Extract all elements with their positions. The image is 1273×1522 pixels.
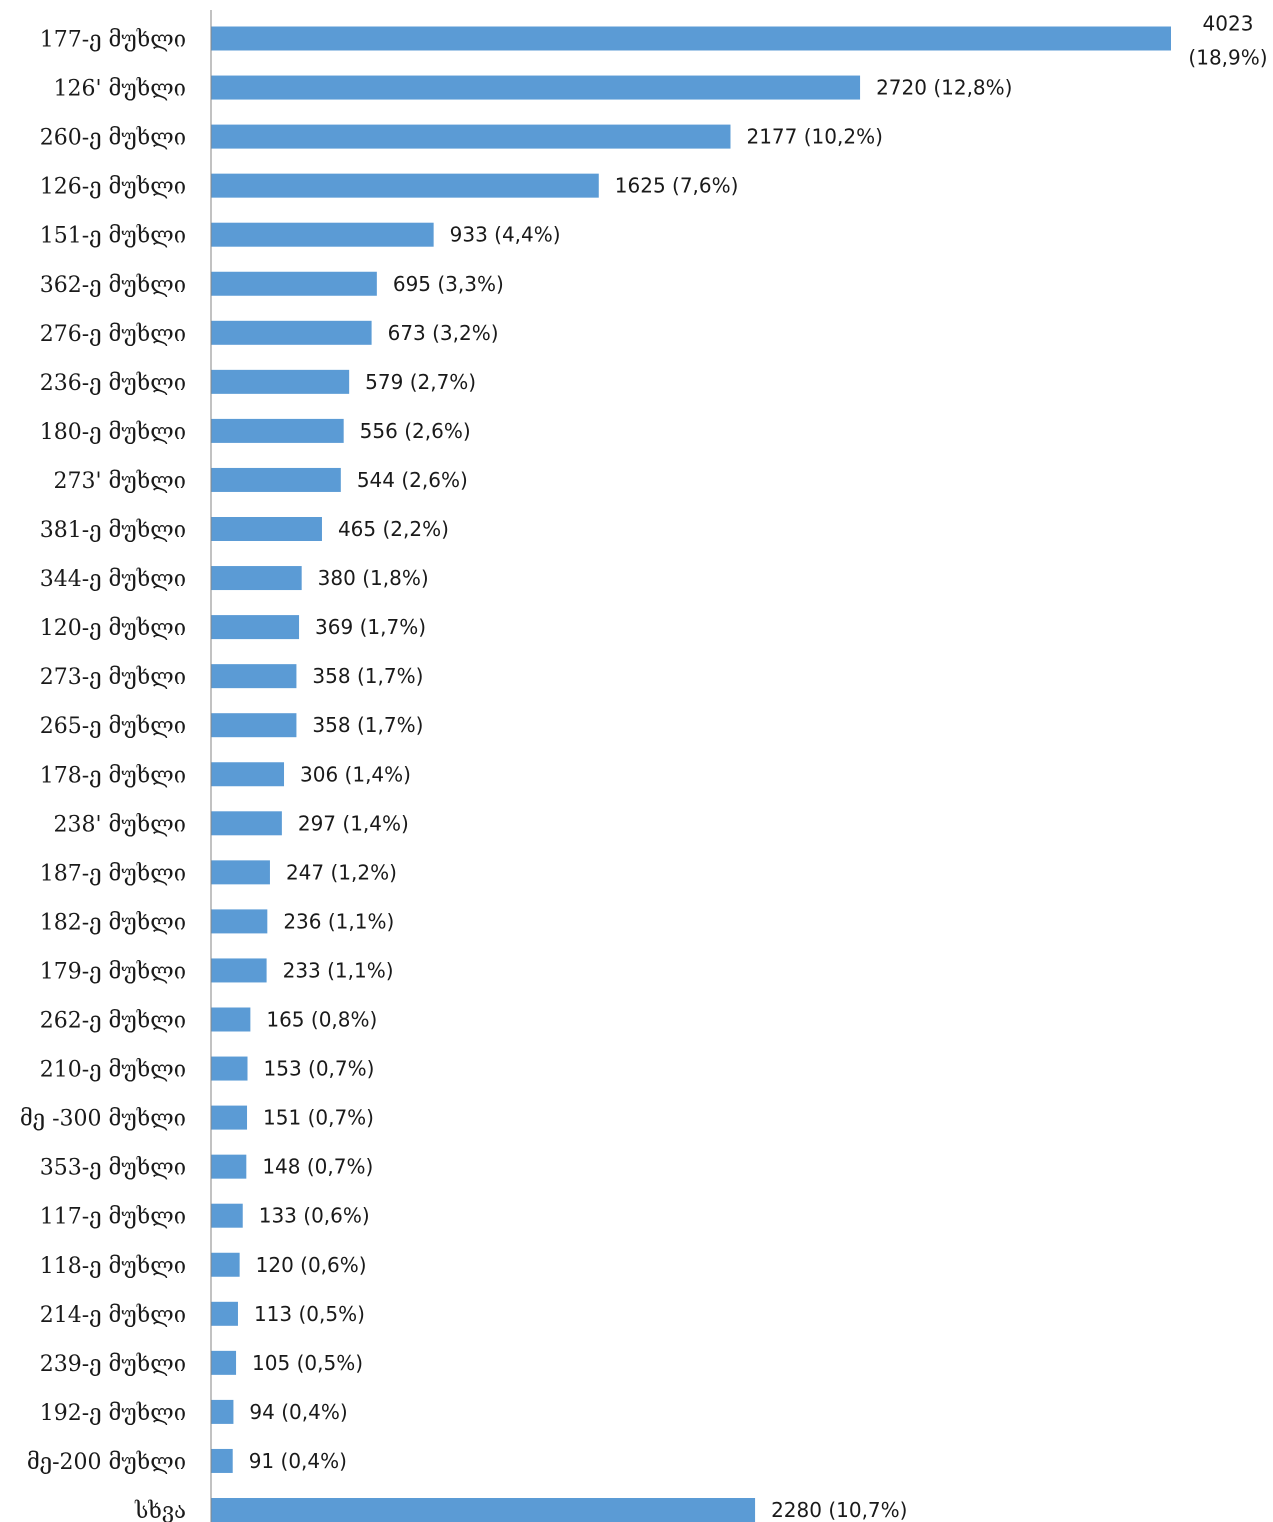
bar xyxy=(211,418,344,443)
data-label: 556 (2,6%) xyxy=(360,419,471,443)
bar xyxy=(211,615,300,640)
data-label: 358 (1,7%) xyxy=(312,713,423,737)
data-label: 91 (0,4%) xyxy=(249,1449,347,1473)
data-label: 297 (1,4%) xyxy=(298,811,409,835)
bar xyxy=(211,1105,248,1130)
bar xyxy=(211,1252,240,1277)
data-label: 2280 (10,7%) xyxy=(771,1498,907,1522)
category-label: სხვა xyxy=(134,1499,186,1522)
bar xyxy=(211,1448,233,1473)
bar xyxy=(211,1203,243,1228)
bar xyxy=(211,75,861,100)
bar xyxy=(211,1399,234,1424)
category-label: 126' მუხლი xyxy=(53,77,186,102)
value-labels-group: 4023 (18,9%) 2720 (12,8%) 2177 (10,2%) 1625 … xyxy=(249,12,1268,1522)
bar xyxy=(211,467,341,492)
category-label: 180-ე მუხლი xyxy=(40,420,186,445)
data-label: 2177 (10,2%) xyxy=(746,125,882,149)
category-label: 187-ე მუხლი xyxy=(40,861,186,886)
category-label: 236-ე მუხლი xyxy=(40,371,186,396)
data-label: 358 (1,7%) xyxy=(312,664,423,688)
bar xyxy=(211,369,350,394)
category-label: 238' მუხლი xyxy=(53,812,186,837)
data-label: 4023 (18,9%) xyxy=(1188,12,1267,70)
category-label: 362-ე მუხლი xyxy=(40,273,186,298)
bar xyxy=(211,664,297,689)
bar xyxy=(211,566,302,591)
category-label: 381-ე მუხლი xyxy=(40,518,186,543)
category-label: 192-ე მუხლი xyxy=(40,1401,186,1426)
category-label: მე -300 მუხლი xyxy=(20,1107,186,1132)
data-label: 306 (1,4%) xyxy=(300,762,411,786)
category-label: 120-ე მუხლი xyxy=(40,616,186,641)
category-label: 239-ე მუხლი xyxy=(40,1352,186,1377)
bar xyxy=(211,124,731,149)
bar xyxy=(211,1007,251,1032)
bar xyxy=(211,173,599,198)
data-label: 695 (3,3%) xyxy=(393,272,504,296)
category-label: 151-ე მუხლი xyxy=(40,224,186,249)
category-label: მე-200 მუხლი xyxy=(27,1450,186,1475)
category-label: 273' მუხლი xyxy=(53,469,186,494)
data-label: 1625 (7,6%) xyxy=(615,174,739,198)
data-label: 369 (1,7%) xyxy=(315,615,426,639)
category-label: 179-ე მუხლი xyxy=(40,959,186,984)
data-label: 120 (0,6%) xyxy=(256,1253,367,1277)
bar xyxy=(211,811,282,836)
category-label: 178-ე მუხლი xyxy=(40,763,186,788)
data-label: 94 (0,4%) xyxy=(249,1400,347,1424)
data-label: 465 (2,2%) xyxy=(338,517,449,541)
data-label: 380 (1,8%) xyxy=(318,566,429,590)
data-label: 236 (1,1%) xyxy=(283,909,394,933)
data-label: 579 (2,7%) xyxy=(365,370,476,394)
data-label: 151 (0,7%) xyxy=(263,1106,374,1130)
category-label: 210-ე მუხლი xyxy=(40,1058,186,1083)
data-label: 2720 (12,8%) xyxy=(876,76,1012,100)
bar xyxy=(211,762,285,787)
bar xyxy=(211,320,372,345)
category-label: 126-ე მუხლი xyxy=(40,175,186,200)
bar xyxy=(211,1301,238,1326)
bar xyxy=(211,909,268,934)
bar xyxy=(211,1056,248,1081)
data-label: 165 (0,8%) xyxy=(266,1008,377,1032)
category-label: 353-ე მუხლი xyxy=(40,1156,186,1181)
data-label: 133 (0,6%) xyxy=(259,1204,370,1228)
data-label: 673 (3,2%) xyxy=(388,321,499,345)
bar xyxy=(211,860,270,885)
category-label: 265-ე მუხლი xyxy=(40,714,186,739)
data-label: 105 (0,5%) xyxy=(252,1351,363,1375)
category-label: 182-ე მუხლი xyxy=(40,910,186,935)
bar xyxy=(211,1498,756,1522)
category-label: 276-ე მუხლი xyxy=(40,322,186,347)
category-label: 118-ე მუხლი xyxy=(40,1254,186,1279)
data-label: 247 (1,2%) xyxy=(286,860,397,884)
bar xyxy=(211,517,322,541)
category-label: 273-ე მუხლი xyxy=(40,665,186,690)
data-label: 148 (0,7%) xyxy=(262,1155,373,1179)
bars-group xyxy=(211,26,1171,1522)
category-label: 214-ე მუხლი xyxy=(40,1303,186,1328)
data-label: 544 (2,6%) xyxy=(357,468,468,492)
category-label: 260-ე მუხლი xyxy=(40,126,186,151)
bar xyxy=(211,958,267,983)
category-label: 177-ე მუხლი xyxy=(40,28,186,53)
bar xyxy=(211,26,1171,51)
bar xyxy=(211,222,434,247)
bar xyxy=(211,1350,237,1375)
bar xyxy=(211,271,377,296)
data-label: 153 (0,7%) xyxy=(264,1057,375,1081)
bar xyxy=(211,713,297,738)
data-label: 933 (4,4%) xyxy=(450,223,561,247)
category-labels-group: 177-ე მუხლი 126' მუხლი 260-ე მუხლი 126-ე მუ… xyxy=(20,28,186,1522)
category-label: 117-ე მუხლი xyxy=(40,1205,186,1230)
data-label: 233 (1,1%) xyxy=(283,958,394,982)
bar xyxy=(211,1154,247,1179)
category-label: 344-ე მუხლი xyxy=(40,567,186,592)
data-label: 113 (0,5%) xyxy=(254,1302,365,1326)
category-label: 262-ე მუხლი xyxy=(40,1009,186,1034)
